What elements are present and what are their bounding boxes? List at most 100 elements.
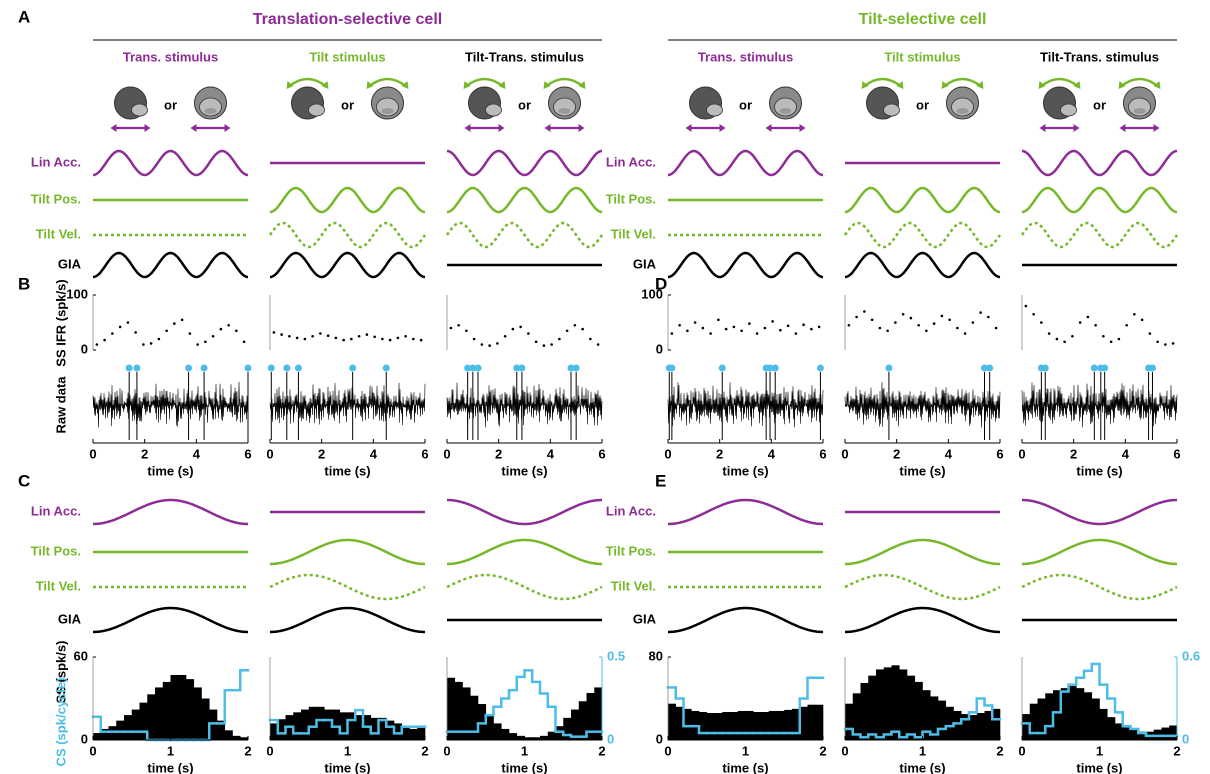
cs-event <box>668 365 675 372</box>
x-tick-label: 6 <box>244 446 251 461</box>
cell-title: Translation-selective cell <box>253 11 442 28</box>
ifr-point <box>1094 324 1097 327</box>
x-tick-label: 0 <box>443 743 450 758</box>
x-axis-title: time (s) <box>324 463 370 478</box>
head-muzzle <box>309 104 325 116</box>
x-axis-title: time (s) <box>899 760 945 774</box>
y2-tick-label: 0 <box>1182 731 1189 746</box>
stimulus-trace <box>93 151 248 175</box>
ss-bar <box>769 711 777 740</box>
ifr-point <box>358 335 361 338</box>
ifr-point <box>987 316 990 319</box>
trace-label: Lin Acc. <box>606 503 656 518</box>
ifr-point <box>173 322 176 325</box>
x-tick-label: 6 <box>819 446 826 461</box>
stimulus-trace <box>1022 188 1177 212</box>
stimulus-trace <box>845 540 1000 564</box>
head-muzzle <box>132 104 148 116</box>
tilt-arrow <box>865 79 901 86</box>
panel-label: E <box>655 471 666 490</box>
ifr-point <box>189 332 192 335</box>
stimulus-trace <box>447 500 602 524</box>
ifr-point <box>756 332 759 335</box>
x-tick-label: 2 <box>819 743 826 758</box>
tilt-arrow <box>1122 79 1158 86</box>
x-tick-label: 2 <box>421 743 428 758</box>
x-axis-title: time (s) <box>501 760 547 774</box>
ifr-point <box>933 322 936 325</box>
ifr-point <box>871 318 874 321</box>
ifr-point <box>481 343 484 346</box>
trace-label: Lin Acc. <box>31 503 81 518</box>
x-tick-label: 1 <box>742 743 749 758</box>
x-tick-label: 4 <box>1122 446 1130 461</box>
x-tick-label: 4 <box>768 446 776 461</box>
stimulus-trace <box>845 188 1000 212</box>
ss-bar <box>707 713 715 740</box>
x-tick-label: 6 <box>598 446 605 461</box>
ifr-point <box>1063 340 1066 343</box>
ifr-point <box>196 343 199 346</box>
cs-event <box>986 365 993 372</box>
x-axis-title: time (s) <box>147 760 193 774</box>
cs-event <box>383 365 390 372</box>
x-tick-label: 2 <box>1070 446 1077 461</box>
ss-bar <box>784 710 792 740</box>
stimulus-trace <box>1022 223 1177 247</box>
ifr-point <box>512 328 515 331</box>
ss-bar <box>907 676 915 740</box>
x-tick-label: 4 <box>370 446 378 461</box>
ifr-point <box>158 338 161 341</box>
x-tick-label: 6 <box>1173 446 1180 461</box>
ifr-point <box>1125 324 1128 327</box>
ifr-point <box>350 338 353 341</box>
ifr-point <box>420 339 423 342</box>
ss-bar <box>746 711 754 740</box>
ifr-point <box>979 311 982 314</box>
ss-bar <box>868 676 876 740</box>
x-tick-label: 2 <box>996 743 1003 758</box>
cs-event <box>245 365 252 372</box>
ifr-point <box>296 337 299 340</box>
ss-bar <box>876 669 884 740</box>
x-axis-title: time (s) <box>324 760 370 774</box>
stimulus-trace <box>447 188 602 212</box>
ifr-point <box>818 326 821 329</box>
ss-bar <box>163 682 171 740</box>
ifr-point <box>1040 321 1043 324</box>
ifr-point <box>1102 335 1105 338</box>
ss-bar <box>884 667 892 740</box>
ifr-point <box>597 343 600 346</box>
ifr-point <box>212 335 215 338</box>
ss-bar <box>668 704 676 740</box>
ifr-point <box>581 328 584 331</box>
x-tick-label: 2 <box>1173 743 1180 758</box>
y-tick-label: 0 <box>656 341 663 356</box>
ifr-point <box>519 326 522 329</box>
y-tick-label: 100 <box>66 286 88 301</box>
x-tick-label: 0 <box>443 446 450 461</box>
x-tick-label: 2 <box>893 446 900 461</box>
trace-label: Tilt Pos. <box>31 543 81 558</box>
ss-bar <box>470 696 478 740</box>
ss-bar <box>194 687 202 740</box>
cell-title: Tilt-selective cell <box>859 11 987 28</box>
ifr-point <box>1118 338 1121 341</box>
head-mouth <box>957 108 969 114</box>
ss-bar <box>417 726 425 740</box>
ifr-point <box>496 342 499 345</box>
ifr-point <box>1110 340 1113 343</box>
head-muzzle <box>884 104 900 116</box>
ss-bar <box>738 711 746 740</box>
y-tick-label: 0 <box>81 341 88 356</box>
x-axis-title: time (s) <box>1076 463 1122 478</box>
ss-bar <box>494 723 502 740</box>
ifr-point <box>243 340 246 343</box>
ifr-point <box>543 344 546 347</box>
cs-event <box>772 365 779 372</box>
panel-label: C <box>18 471 30 490</box>
ifr-point <box>964 332 967 335</box>
ss-bar <box>501 729 509 740</box>
page: ABCDETranslation-selective cellLin Acc.T… <box>0 0 1210 774</box>
ss-bar <box>301 710 309 740</box>
